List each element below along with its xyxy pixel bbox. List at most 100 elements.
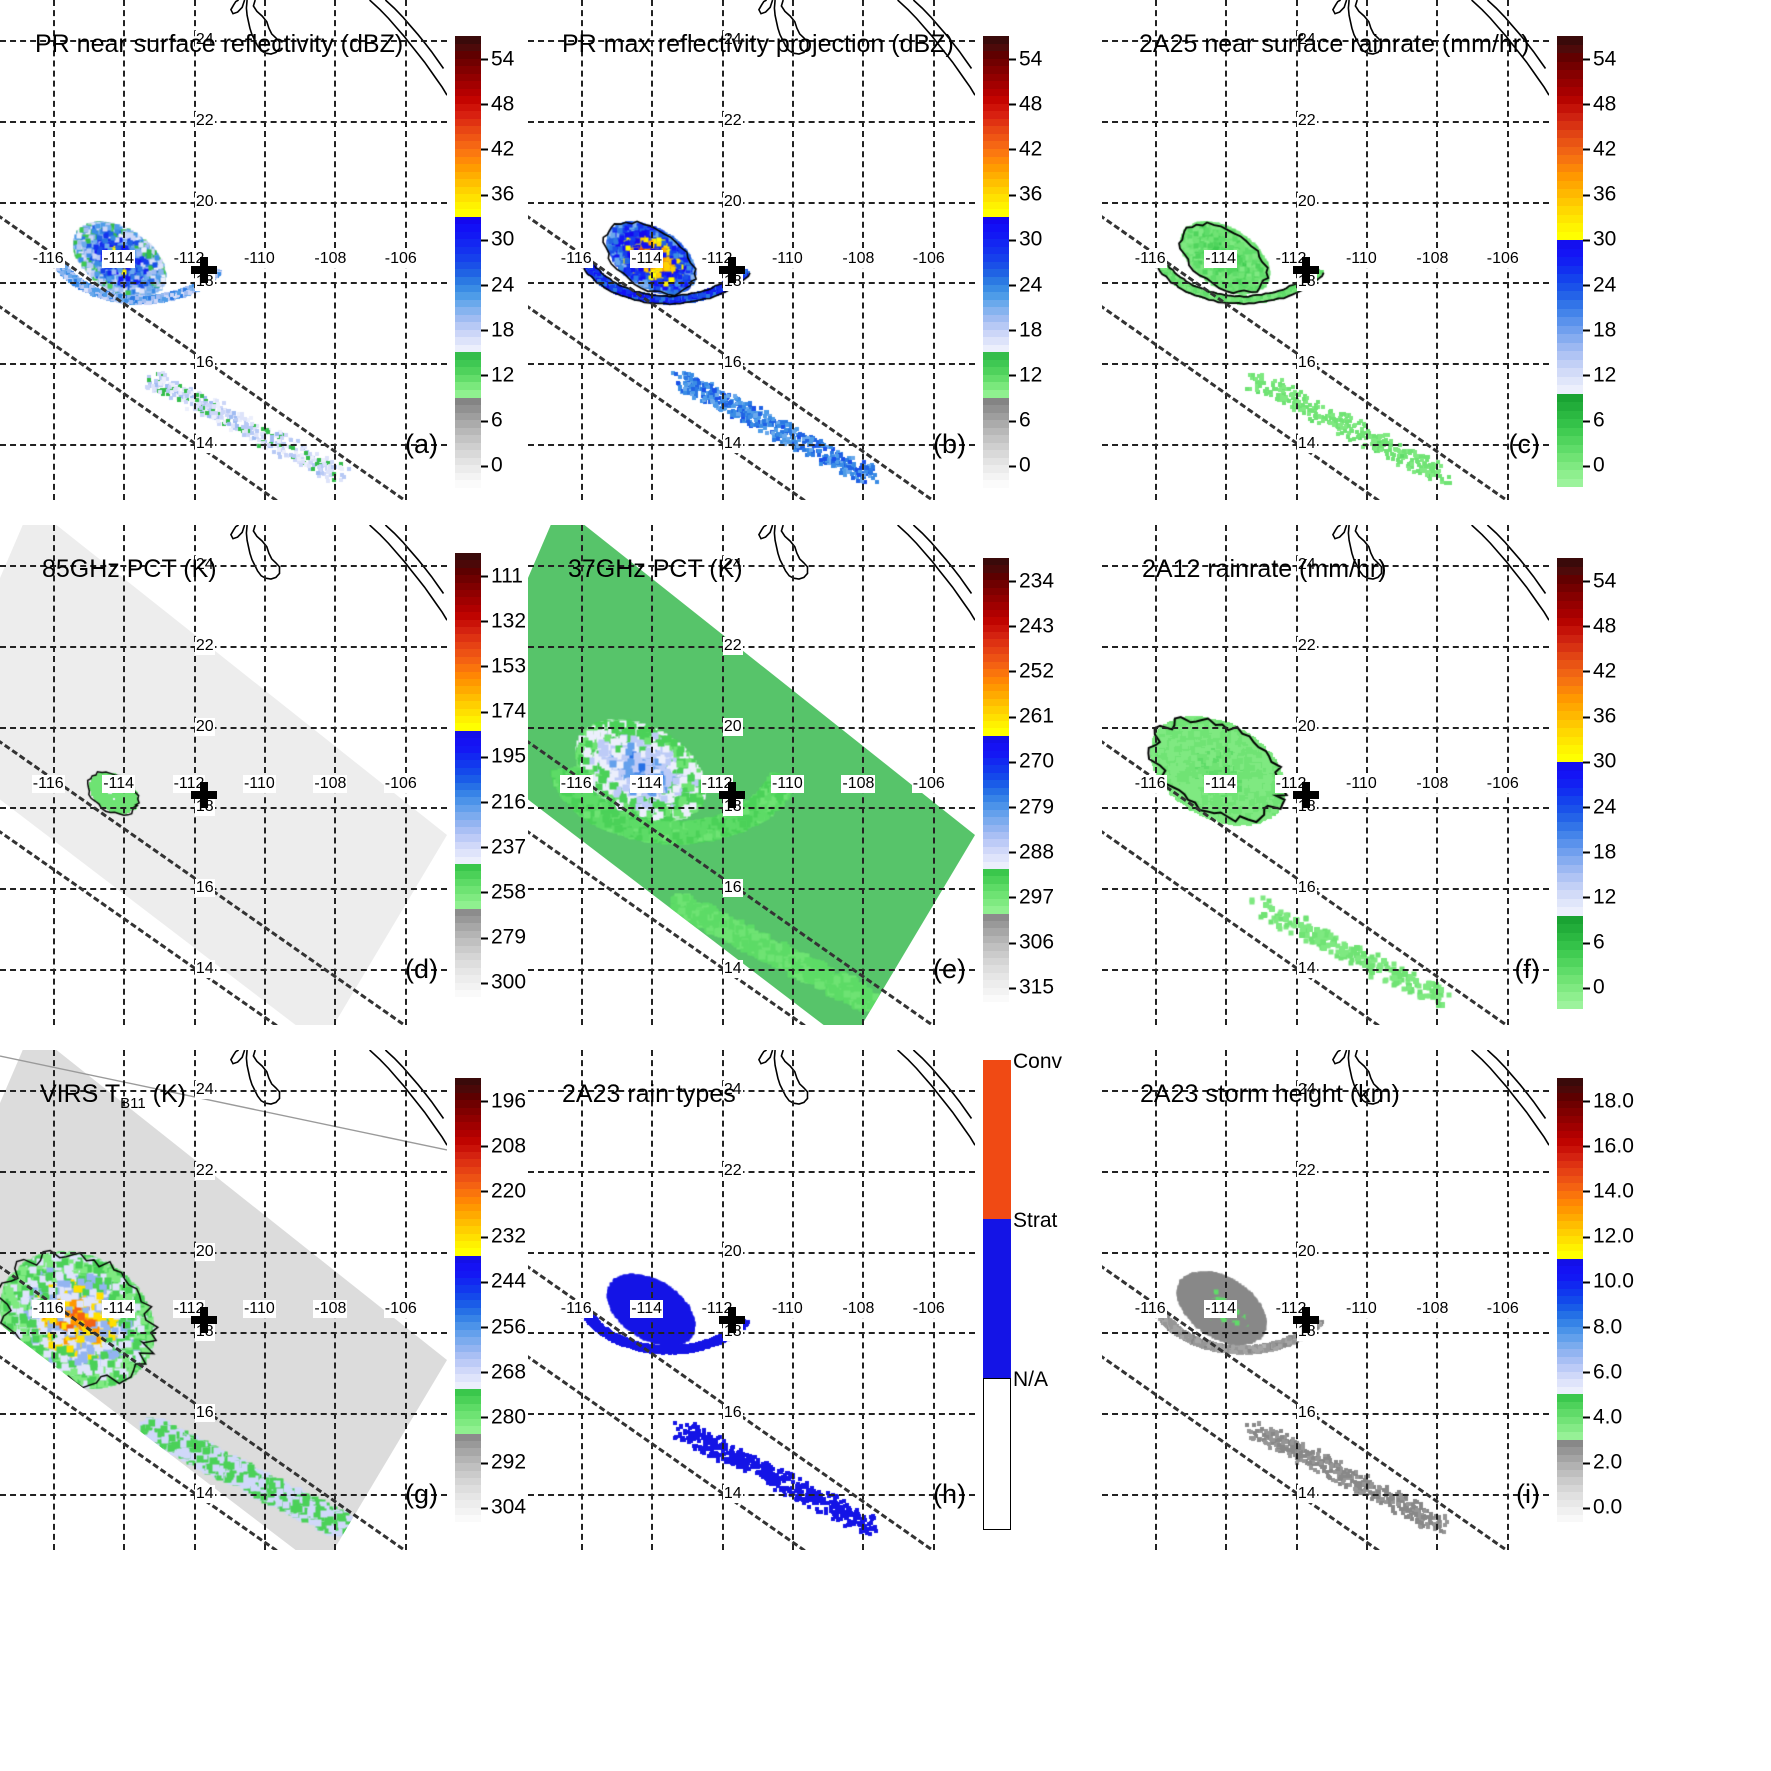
colorbar-tick: 42: [1583, 139, 1616, 160]
colorbar-segment: [983, 676, 1009, 684]
colorbar-segment: [455, 480, 481, 488]
map-area[interactable]: -116 -114 -112 -110 -108 -106 14 16 18 20 22 24: [0, 525, 447, 1025]
map-area[interactable]: -116 -114 -112 -110 -108 -106 14 16 18 20 22 24: [0, 0, 447, 500]
data-layer: [528, 525, 975, 1025]
colorbar-segment: [1557, 941, 1583, 950]
colorbar-segment: [455, 1144, 481, 1153]
colorbar-tick: 0: [1583, 977, 1605, 998]
colorbar-segment: [1557, 1243, 1583, 1252]
colorbar-segment: [455, 1159, 481, 1167]
colorbar-tick: 48: [1009, 93, 1042, 114]
graticule-parallel: [528, 201, 975, 204]
lon-tick-label: -108: [313, 775, 348, 794]
colorbar-segment: [1557, 1356, 1583, 1365]
colorbar-tick-label: 54: [491, 47, 515, 71]
colorbar-segment: [1557, 1326, 1583, 1335]
colorbar-segment: [455, 834, 481, 842]
lat-tick-label: 16: [194, 1403, 215, 1422]
colorbar-segment: [1557, 787, 1583, 797]
colorbar-tick-mark: [1583, 465, 1590, 468]
colorbar-segment: [983, 883, 1009, 892]
graticule-parallel: [0, 1332, 447, 1335]
colorbar-tick-label: 0.0: [1593, 1495, 1623, 1519]
colorbar-tick: 54: [481, 48, 514, 69]
colorbar-tick-label: 6: [491, 408, 503, 432]
map-area[interactable]: -116 -114 -112 -110 -108 -106 14 16 18 20 22 24: [0, 1050, 447, 1550]
colorbar: [455, 553, 481, 1005]
colorbar-segment: [1557, 1296, 1583, 1304]
colorbar-segment: [1557, 1138, 1583, 1146]
colorbar-tick-label: 6: [1593, 930, 1605, 954]
graticule-parallel: [528, 565, 975, 568]
lat-tick-label: 14: [722, 1484, 743, 1503]
lat-tick-label: 20: [1296, 717, 1317, 736]
colorbar-tick-mark: [1009, 465, 1016, 468]
colorbar-tick-label: 195: [491, 744, 527, 768]
colorbar-segment: [983, 88, 1009, 97]
colorbar-tick-label: 0: [1593, 975, 1605, 999]
graticule-parallel: [528, 120, 975, 123]
colorbar-segment: [455, 1107, 481, 1116]
colorbar-segment: [455, 299, 481, 308]
colorbar-segment: [455, 1270, 481, 1278]
colorbar-segment: [1557, 915, 1583, 925]
colorbar-segment: [983, 580, 1009, 588]
panel-letter: (c): [1508, 429, 1540, 459]
graticule-meridian: [932, 0, 935, 500]
map-area[interactable]: -116 -114 -112 -110 -108 -106 14 16 18 20 22 24: [528, 1050, 975, 1550]
colorbar-segment: [455, 612, 481, 620]
colorbar-segment: [455, 457, 481, 466]
colorbar-segment: [983, 299, 1009, 308]
colorbar-tick: 216: [481, 791, 526, 812]
colorbar-segment: [1557, 668, 1583, 678]
colorbar-segment: [455, 322, 481, 330]
map-area[interactable]: -116 -114 -112 -110 -108 -106 14 16 18 20 22 24: [1102, 1050, 1549, 1550]
lon-tick-label: -108: [841, 250, 876, 269]
colorbar-segment: [983, 572, 1009, 581]
colorbar-segment: [1557, 1514, 1583, 1523]
map-area[interactable]: -116 -114 -112 -110 -108 -106 14 16 18 20 22 24: [1102, 525, 1549, 1025]
colorbar-segment: [983, 802, 1009, 810]
colorbar-segment: [455, 450, 481, 458]
colorbar-tick-label: 18.0: [1593, 1089, 1634, 1113]
colorbar-tick-mark: [1009, 761, 1016, 764]
colorbar-segment: [1557, 1198, 1583, 1207]
colorbar-segment: [1557, 1130, 1583, 1139]
colorbar-segment: [455, 186, 481, 195]
colorbar-segment: [455, 745, 481, 753]
colorbar-tick-label: 256: [491, 1315, 527, 1339]
graticule-parallel: [1102, 1493, 1549, 1496]
lon-tick-label: -114: [102, 250, 136, 269]
colorbar-segment: [455, 582, 481, 591]
colorbar-segment: [455, 412, 481, 421]
lon-tick-label: -110: [1344, 250, 1378, 269]
colorbar-segment: [455, 1189, 481, 1197]
colorbar-segment: [455, 804, 481, 813]
colorbar-segment: [455, 641, 481, 650]
colorbar-segment: [983, 148, 1009, 157]
colorbar-segment: [1557, 61, 1583, 71]
colorbar-tick: 0: [1583, 455, 1605, 476]
map-area[interactable]: -116 -114 -112 -110 -108 -106 14 16 18 20 22 24: [528, 525, 975, 1025]
colorbar-tick-mark: [481, 801, 488, 804]
colorbar-segment: [983, 397, 1009, 406]
map-area[interactable]: -116 -114 -112 -110 -108 -106 14 16 18 20 22 24: [1102, 0, 1549, 500]
colorbar-segment: [455, 1381, 481, 1390]
colorbar-tick-label: 18: [1593, 318, 1617, 342]
graticule-parallel: [1102, 968, 1549, 971]
colorbar-segment: [1557, 1522, 1583, 1530]
graticule-parallel: [0, 120, 447, 123]
colorbar-segment: [455, 1255, 481, 1264]
colorbar-segment: [455, 878, 481, 887]
lat-tick-label: 16: [722, 1403, 743, 1422]
graticule-parallel: [0, 1493, 447, 1496]
map-area[interactable]: -116 -114 -112 -110 -108 -106 14 16 18 20 22 24: [528, 0, 975, 500]
colorbar-segment: [983, 720, 1009, 729]
colorbar-segment: [1557, 291, 1583, 300]
colorbar-segment: [1557, 1311, 1583, 1319]
colorbar-segment: [1557, 351, 1583, 360]
colorbar-tick: 14.0: [1583, 1181, 1634, 1202]
colorbar-tick: 208: [481, 1135, 526, 1156]
colorbar-tick-label: 6.0: [1593, 1360, 1623, 1384]
graticule-parallel: [1102, 645, 1549, 648]
